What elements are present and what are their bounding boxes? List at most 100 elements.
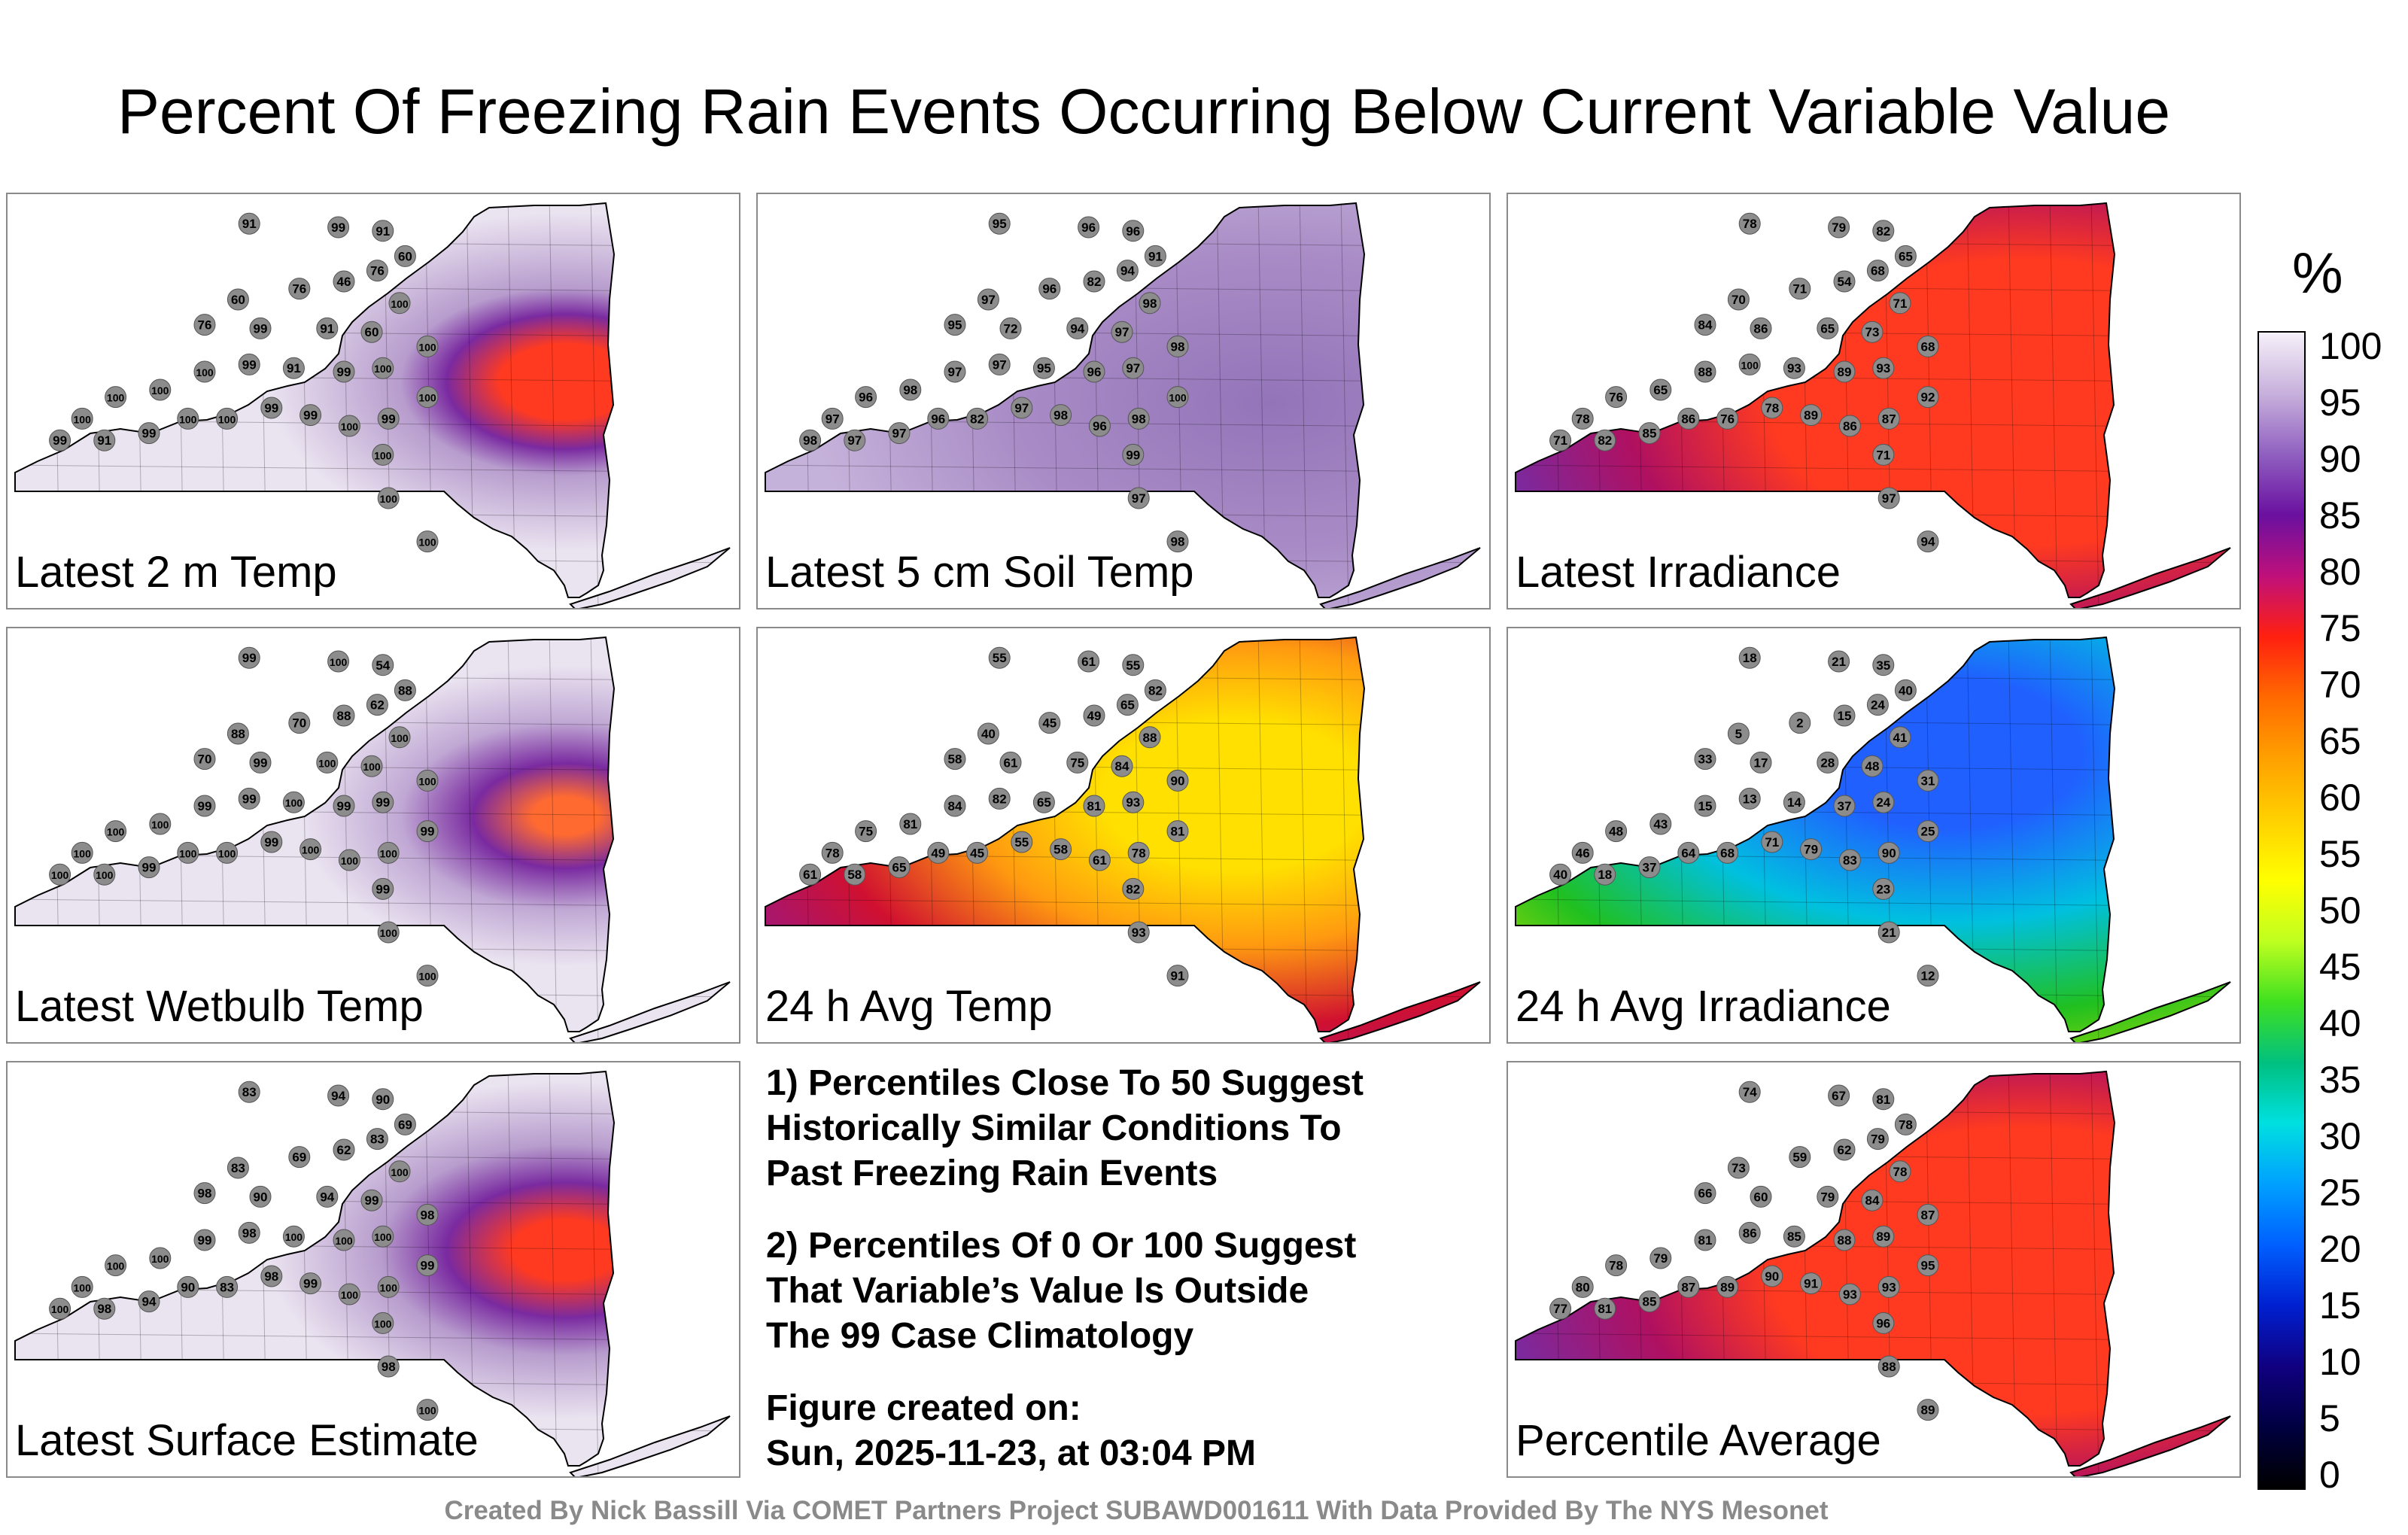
colorbar-unit: % [2292,242,2343,305]
station-value: 91 [1148,249,1163,263]
station-value: 73 [1732,1161,1746,1175]
station-marker: 86 [1750,317,1772,339]
station-marker: 81 [1872,1088,1895,1111]
station-value: 21 [1882,926,1896,940]
station-marker: 78 [1605,1254,1628,1277]
station-marker: 87 [1917,1203,1939,1226]
colorbar-tick-label: 35 [2319,1059,2361,1101]
station-value: 15 [1698,799,1713,813]
station-value: 100 [418,341,436,353]
station-marker: 82 [1594,429,1616,451]
station-value: 93 [1876,361,1890,375]
station-marker: 100 [149,1247,172,1269]
station-marker: 99 [193,1229,216,1251]
station-value: 99 [1126,448,1140,462]
station-value: 82 [970,412,984,426]
station-value: 93 [1843,1287,1857,1302]
station-marker: 68 [1917,335,1939,357]
station-marker: 81 [1166,820,1189,843]
station-value: 100 [285,1231,303,1243]
station-value: 81 [1598,1302,1612,1316]
station-marker: 100 [177,407,199,430]
station-marker: 88 [333,704,355,727]
station-value: 97 [981,293,996,307]
station-value: 99 [375,882,390,896]
station-marker: 98 [238,1221,260,1244]
station-value: 100 [107,826,125,838]
station-marker: 80 [1571,1275,1594,1298]
station-marker: 76 [288,278,311,300]
station-value: 91 [375,224,390,239]
long-island-outline [2069,1415,2231,1476]
station-value: 100 [374,1318,392,1330]
station-marker: 55 [1011,831,1033,853]
map-panel-latest-surface-estimate: 83 94 90 69 83 62 69 83 98 90 94 99 100 98 100 100 100 98… [6,1061,740,1478]
station-marker: 94 [327,1084,350,1107]
station-value: 85 [1643,427,1657,441]
station-marker: 84 [944,795,966,817]
station-value: 99 [303,409,318,423]
map-svg: 95 96 96 91 94 82 96 97 95 72 94 97 98 98 97 96 95 97 97 98… [765,202,1481,608]
station-marker: 71 [1761,831,1783,853]
station-value: 100 [374,449,392,461]
station-marker: 83 [216,1275,239,1298]
station-marker: 89 [1917,1399,1939,1421]
colorbar [2258,331,2306,1490]
station-marker: 99 [260,831,283,853]
station-value: 64 [1681,846,1695,860]
station-marker: 78 [1889,1160,1911,1183]
station-marker: 97 [888,422,911,445]
station-value: 100 [1169,392,1187,404]
station-marker: 96 [1083,360,1105,383]
station-value: 85 [1787,1230,1801,1244]
station-marker: 85 [1638,1290,1661,1313]
station-value: 84 [1865,1193,1880,1208]
station-marker: 60 [394,245,416,267]
station-marker: 97 [977,288,999,311]
station-marker: 100 [416,386,439,409]
station-marker: 43 [1649,813,1672,835]
station-value: 79 [1832,220,1846,235]
station-marker: 100 [372,1225,394,1248]
station-marker: 98 [799,429,822,451]
station-marker: 24 [1866,694,1889,716]
station-marker: 66 [1694,1182,1716,1205]
station-marker: 100 [316,751,339,774]
panel-label: 24 h Avg Irradiance [1516,982,1891,1031]
station-value: 99 [421,825,435,839]
colorbar-tick-label: 45 [2319,946,2361,988]
map-panel-latest-irradiance: 78 79 82 65 68 54 71 70 84 86 65 73 71 68 93 89 93 100 88 6… [1507,193,2241,609]
station-value: 94 [320,1190,334,1204]
station-marker: 99 [416,1254,439,1277]
station-marker: 5 [1727,722,1750,745]
station-value: 49 [931,846,945,860]
panel-label: Latest Wetbulb Temp [15,982,424,1031]
station-marker: 99 [299,1272,322,1295]
station-marker: 86 [1738,1221,1761,1244]
station-marker: 78 [1761,397,1783,419]
colorbar-tick-label: 20 [2319,1228,2361,1270]
colorbar-tick-label: 55 [2319,833,2361,875]
station-value: 76 [1720,412,1735,426]
station-marker: 40 [1894,679,1917,701]
station-value: 98 [97,1302,111,1316]
colorbar-tick-label: 100 [2319,325,2382,367]
station-value: 48 [1609,825,1623,839]
station-value: 100 [151,819,169,831]
station-marker: 100 [149,378,172,401]
station-marker: 82 [1122,877,1145,900]
station-marker: 97 [1122,357,1145,379]
station-marker: 100 [282,1225,305,1248]
station-marker: 94 [1917,530,1939,553]
station-value: 100 [318,757,336,769]
station-marker: 97 [1111,321,1133,343]
station-value: 82 [1148,683,1163,698]
station-marker: 76 [193,314,216,336]
station-marker: 33 [1694,748,1716,771]
station-marker: 88 [1833,1229,1856,1251]
station-marker: 73 [1727,1157,1750,1179]
station-marker: 60 [360,321,383,343]
station-marker: 99 [333,360,355,383]
station-marker: 71 [1789,278,1811,300]
station-value: 95 [1921,1259,1935,1273]
